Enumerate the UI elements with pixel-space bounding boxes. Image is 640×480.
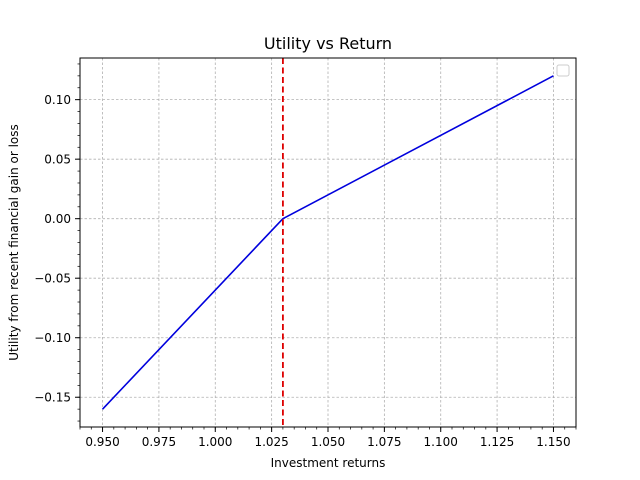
legend-box: [556, 64, 570, 77]
grid: [80, 58, 576, 427]
x-tick-label: 1.000: [198, 435, 232, 449]
x-tick-label: 1.075: [367, 435, 401, 449]
y-tick-label: 0.00: [44, 212, 71, 226]
y-tick-label: 0.10: [44, 93, 71, 107]
y-tick-label: 0.05: [44, 153, 71, 167]
y-tick-label: −0.10: [34, 331, 71, 345]
plot-area: [101, 58, 554, 427]
utility-line: [101, 75, 554, 410]
x-axis-label: Investment returns: [271, 456, 386, 470]
x-tick-label: 1.150: [536, 435, 570, 449]
x-tick-label: 0.950: [85, 435, 119, 449]
x-tick-label: 1.125: [480, 435, 514, 449]
x-tick-label: 1.025: [254, 435, 288, 449]
y-tick-label: −0.05: [34, 272, 71, 286]
chart-title: Utility vs Return: [264, 34, 392, 53]
ticks: 0.950 0.975 1.000 1.025 1.050 1.075 1.100 1.125…: [34, 63, 577, 449]
y-axis-label: Utility from recent financial gain or lo…: [7, 124, 21, 361]
y-tick-label: −0.15: [34, 391, 71, 405]
x-tick-label: 1.050: [311, 435, 345, 449]
x-tick-label: 1.100: [424, 435, 458, 449]
x-tick-label: 0.975: [142, 435, 176, 449]
